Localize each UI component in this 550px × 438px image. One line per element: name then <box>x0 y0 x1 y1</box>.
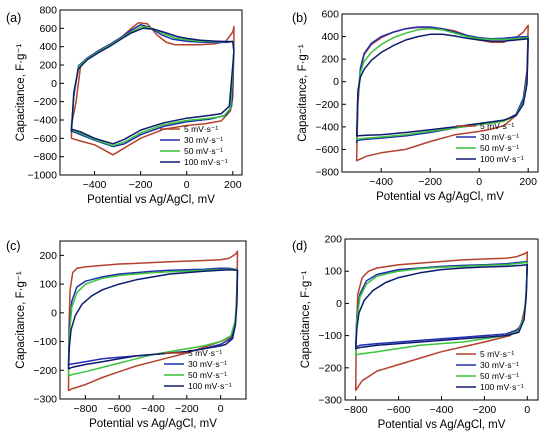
y-tick-label: −100 <box>318 330 342 342</box>
cv-curve-4 <box>355 33 529 137</box>
legend-entry: 50 mV·s⁻¹ <box>480 143 519 153</box>
y-tick-label: 100 <box>39 279 57 291</box>
cv-curve-4 <box>354 264 529 350</box>
y-tick-label: 0 <box>333 76 339 88</box>
x-tick-label: 200 <box>224 179 242 191</box>
y-axis-title: Capacitance, F·g⁻¹ <box>15 271 27 369</box>
panel-3: −800 −600 −400 −200 0 −300 −200 −100 0 100 200 Pote… <box>6 239 247 430</box>
legend-entry: 5 mV·s⁻¹ <box>480 121 514 131</box>
y-tick-label: −300 <box>318 395 342 407</box>
y-axis-title: Capacitance, F·g⁻¹ <box>300 271 312 369</box>
x-axis-title: Potential vs Ag/AgCl, mV <box>376 191 504 203</box>
y-tick-label: −800 <box>33 151 57 163</box>
y-tick-label: 0 <box>51 307 57 319</box>
x-tick-label: −200 <box>129 179 153 191</box>
y-tick-label: 400 <box>321 31 339 43</box>
y-tick-label: −400 <box>315 121 339 133</box>
x-tick-label: −200 <box>175 403 199 415</box>
legend-entry: 30 mV·s⁻¹ <box>188 359 227 369</box>
y-tick-label: 200 <box>324 234 342 246</box>
cv-curve-2 <box>355 26 529 144</box>
legend-entry: 100 mV·s⁻¹ <box>480 154 524 164</box>
panel-label: (a) <box>6 11 21 25</box>
x-tick-label: 0 <box>524 404 530 416</box>
legend-entry: 100 mV·s⁻¹ <box>184 157 228 167</box>
panel-label: (b) <box>292 11 307 25</box>
x-tick-label: −200 <box>473 404 497 416</box>
cv-curve-4 <box>67 268 239 370</box>
y-tick-label: −600 <box>315 144 339 156</box>
x-tick-label: 200 <box>519 176 537 188</box>
y-tick-label: 100 <box>324 266 342 278</box>
legend-entry: 5 mV·s⁻¹ <box>188 348 222 358</box>
legend-entry: 30 mV·s⁻¹ <box>184 135 223 145</box>
plot-frame <box>341 13 539 173</box>
legend-entry: 100 mV·s⁻¹ <box>480 382 524 392</box>
x-tick-label: −600 <box>387 404 411 416</box>
legend-entry: 5 mV·s⁻¹ <box>480 349 514 359</box>
y-tick-label: 800 <box>39 5 57 17</box>
legend-entry: 30 mV·s⁻¹ <box>480 360 519 370</box>
y-tick-label: −1000 <box>28 170 58 182</box>
legend-entry: 50 mV·s⁻¹ <box>188 370 227 380</box>
y-tick-label: 600 <box>39 23 57 35</box>
y-tick-label: 0 <box>336 298 342 310</box>
x-tick-label: 0 <box>476 176 482 188</box>
y-axis-title: Capacitance, F·g⁻¹ <box>297 44 309 142</box>
y-tick-label: −800 <box>315 167 339 179</box>
legend-entry: 30 mV·s⁻¹ <box>480 132 519 142</box>
x-tick-label: 0 <box>218 403 224 415</box>
y-tick-label: 0 <box>51 78 57 90</box>
x-tick-label: −400 <box>369 176 393 188</box>
x-tick-label: 0 <box>184 179 190 191</box>
cv-curve-1 <box>67 250 239 392</box>
legend-entry: 50 mV·s⁻¹ <box>184 146 223 156</box>
x-tick-label: −800 <box>74 403 98 415</box>
panel-4: −800 −600 −400 −200 0 −300 −200 −100 0 100 200 Pote… <box>292 234 539 431</box>
cv-curve-2 <box>70 23 235 148</box>
y-tick-label: −200 <box>318 362 342 374</box>
legend-entry: 100 mV·s⁻¹ <box>188 381 232 391</box>
legend-entry: 50 mV·s⁻¹ <box>480 371 519 381</box>
cv-curve-4 <box>70 27 235 145</box>
x-axis-title: Potential vs Ag/AgCl, mV <box>89 418 217 430</box>
cv-curve-3 <box>355 27 529 141</box>
y-tick-label: 400 <box>39 41 57 53</box>
panel-2: −400 −200 0 200 −800 −600 −400 −200 0 200 400 600 Po… <box>292 9 539 203</box>
y-tick-label: −200 <box>33 365 57 377</box>
x-tick-label: −400 <box>83 179 107 191</box>
y-tick-label: −200 <box>315 99 339 111</box>
panel-label: (d) <box>292 239 307 253</box>
x-axis-title: Potential vs Ag/AgCl, mV <box>378 419 506 431</box>
x-axis-title: Potential vs Ag/AgCl, mV <box>87 194 215 206</box>
y-tick-label: −300 <box>33 394 57 406</box>
y-tick-label: 200 <box>39 250 57 262</box>
y-tick-label: 200 <box>321 54 339 66</box>
y-tick-label: −200 <box>33 96 57 108</box>
y-tick-label: 200 <box>39 60 57 72</box>
panel-1: −400 −200 0 200 −1000 −800 −600 −400 −200 0 200 400… <box>6 5 243 206</box>
x-tick-label: −400 <box>141 403 165 415</box>
y-tick-label: −100 <box>33 336 57 348</box>
x-tick-label: −800 <box>344 404 368 416</box>
panel-label: (c) <box>6 239 21 253</box>
plot-frame <box>59 9 243 176</box>
y-tick-label: −600 <box>33 133 57 145</box>
x-tick-label: −400 <box>430 404 454 416</box>
x-tick-label: −200 <box>418 176 442 188</box>
y-axis-title: Capacitance, F·g⁻¹ <box>15 44 27 142</box>
cv-curve-3 <box>354 261 529 356</box>
y-tick-label: 600 <box>321 9 339 21</box>
y-tick-label: −400 <box>33 115 57 127</box>
legend-entry: 5 mV·s⁻¹ <box>184 124 218 134</box>
x-tick-label: −600 <box>107 403 131 415</box>
cv-curve-1 <box>354 251 529 392</box>
